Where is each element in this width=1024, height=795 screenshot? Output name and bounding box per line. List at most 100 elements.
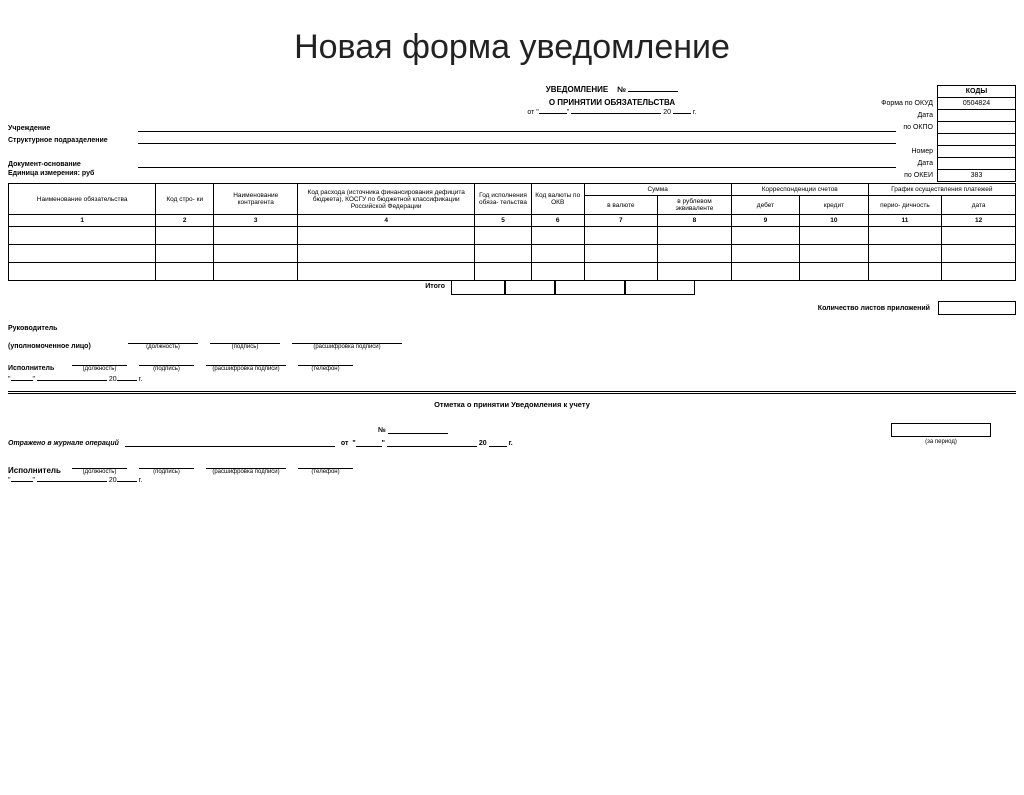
field-dokument: Документ-основание bbox=[8, 161, 138, 168]
sig-year20: 20 bbox=[109, 376, 117, 383]
sig2-g: г. bbox=[139, 477, 143, 484]
date-mid: " bbox=[567, 109, 570, 116]
main-table: Наименование обязательства Код стро- ки … bbox=[8, 183, 1016, 281]
th-korr: Корреспонденции счетов bbox=[731, 184, 868, 196]
sig-line-dolzh bbox=[128, 334, 198, 344]
cap-podpis2: (подпись) bbox=[139, 366, 194, 372]
cn-11: 11 bbox=[868, 215, 942, 227]
th-5: Год исполнения обяза- тельства bbox=[475, 184, 532, 215]
code-label-5: Дата bbox=[877, 158, 937, 170]
sig-ruk: Руководитель bbox=[8, 325, 1016, 332]
cap2-podpis: (подпись) bbox=[139, 469, 194, 475]
sig2-y20: 20 bbox=[109, 477, 117, 484]
sig-ispol2: Исполнитель bbox=[8, 466, 72, 475]
date-suffix: г. bbox=[693, 109, 697, 116]
code-val-5 bbox=[938, 158, 1016, 170]
sig-year-g: г. bbox=[139, 376, 143, 383]
th-6: Код валюты по ОКВ bbox=[531, 184, 584, 215]
cn-1: 1 bbox=[9, 215, 156, 227]
cn-2: 2 bbox=[156, 215, 214, 227]
code-label-6: по ОКЕИ bbox=[877, 170, 937, 182]
num-line bbox=[388, 433, 448, 434]
sig-ispol: Исполнитель bbox=[8, 365, 72, 372]
code-val-3 bbox=[938, 134, 1016, 146]
field-uchrezhdenie-line bbox=[138, 122, 896, 132]
j-y20: 20 bbox=[479, 440, 487, 447]
th-kredit: кредит bbox=[800, 196, 868, 215]
field-podrazd-line bbox=[138, 134, 896, 144]
code-val-1 bbox=[938, 110, 1016, 122]
otmetka-title: Отметка о принятии Уведомления к учету bbox=[8, 400, 1016, 409]
sig-upol: (уполномоченное лицо) bbox=[8, 343, 128, 350]
sig-line-podpis bbox=[210, 334, 280, 344]
cn-7: 7 bbox=[584, 215, 658, 227]
field-uchrezhdenie: Учреждение bbox=[8, 125, 138, 132]
sig-date-y bbox=[117, 380, 137, 381]
th-debet: дебет bbox=[731, 196, 799, 215]
sig2-podpis bbox=[139, 459, 194, 469]
th-val: в валюте bbox=[584, 196, 658, 215]
th-rub: в рублевом эквиваленте bbox=[658, 196, 732, 215]
date-year-20: 20 bbox=[663, 109, 671, 116]
code-val-0: 0504824 bbox=[938, 98, 1016, 110]
th-period: перио- дичность bbox=[868, 196, 942, 215]
j-g: г. bbox=[509, 440, 513, 447]
period-box bbox=[891, 423, 991, 437]
cap-rassh: (расшифровка подписи) bbox=[292, 344, 402, 350]
sig2-date-m bbox=[37, 481, 107, 482]
sig-date-m bbox=[37, 380, 107, 381]
date-from-prefix: от " bbox=[527, 109, 538, 116]
cap2-tel: (телефон) bbox=[298, 469, 353, 475]
cn-12: 12 bbox=[942, 215, 1016, 227]
field-dokument-line bbox=[138, 158, 896, 168]
date-month bbox=[571, 113, 661, 114]
date-day bbox=[539, 113, 567, 114]
table-row bbox=[9, 245, 1016, 263]
period-cap: (за период) bbox=[866, 439, 1016, 445]
j-month bbox=[387, 446, 477, 447]
divider bbox=[8, 391, 1016, 394]
j-day bbox=[356, 446, 382, 447]
itogo-label: Итого bbox=[8, 281, 451, 295]
cn-5: 5 bbox=[475, 215, 532, 227]
th-4: Код расхода (источника финансирования де… bbox=[298, 184, 475, 215]
cn-6: 6 bbox=[531, 215, 584, 227]
cap-dolzh: (должность) bbox=[128, 344, 198, 350]
page-title: Новая форма уведомление bbox=[0, 28, 1024, 67]
sig-line-tel bbox=[298, 356, 353, 366]
sig2-dolzh bbox=[72, 459, 127, 469]
sig2-tel bbox=[298, 459, 353, 469]
th-grafik: График осуществления платежей bbox=[868, 184, 1015, 196]
cap2-rassh: (расшифровка подписи) bbox=[206, 469, 286, 475]
itogo-cells bbox=[451, 281, 695, 295]
field-edinitsa: Единица измерения: руб bbox=[8, 170, 138, 177]
th-1: Наименование обязательства bbox=[9, 184, 156, 215]
code-label-3 bbox=[877, 134, 937, 146]
sig2-date-d bbox=[11, 481, 33, 482]
sig2-rassh bbox=[206, 459, 286, 469]
field-podrazd: Структурное подразделение bbox=[8, 137, 138, 144]
journal-line bbox=[125, 446, 335, 447]
sig-date-d bbox=[11, 380, 33, 381]
cn-4: 4 bbox=[298, 215, 475, 227]
sig-line-podpis2 bbox=[139, 356, 194, 366]
code-val-4 bbox=[938, 146, 1016, 158]
attach-label: Количество листов приложений bbox=[818, 305, 930, 312]
cap-rassh2: (расшифровка подписи) bbox=[206, 366, 286, 372]
sig2-date-y bbox=[117, 481, 137, 482]
code-label-1: Дата bbox=[877, 110, 937, 122]
th-data: дата bbox=[942, 196, 1016, 215]
j-year bbox=[489, 446, 507, 447]
attach-box bbox=[938, 301, 1016, 315]
ot-label: от bbox=[341, 440, 349, 447]
cap-dolzh2: (должность) bbox=[72, 366, 127, 372]
th-2: Код стро- ки bbox=[156, 184, 214, 215]
cn-10: 10 bbox=[800, 215, 868, 227]
code-val-6: 383 bbox=[938, 170, 1016, 182]
cn-9: 9 bbox=[731, 215, 799, 227]
cn-8: 8 bbox=[658, 215, 732, 227]
code-label-2: по ОКПО bbox=[877, 122, 937, 134]
document-form: УВЕДОМЛЕНИЕ № О ПРИНЯТИИ ОБЯЗАТЕЛЬСТВА о… bbox=[0, 85, 1024, 484]
cn-3: 3 bbox=[214, 215, 298, 227]
code-label-0: Форма по ОКУД bbox=[877, 98, 937, 110]
